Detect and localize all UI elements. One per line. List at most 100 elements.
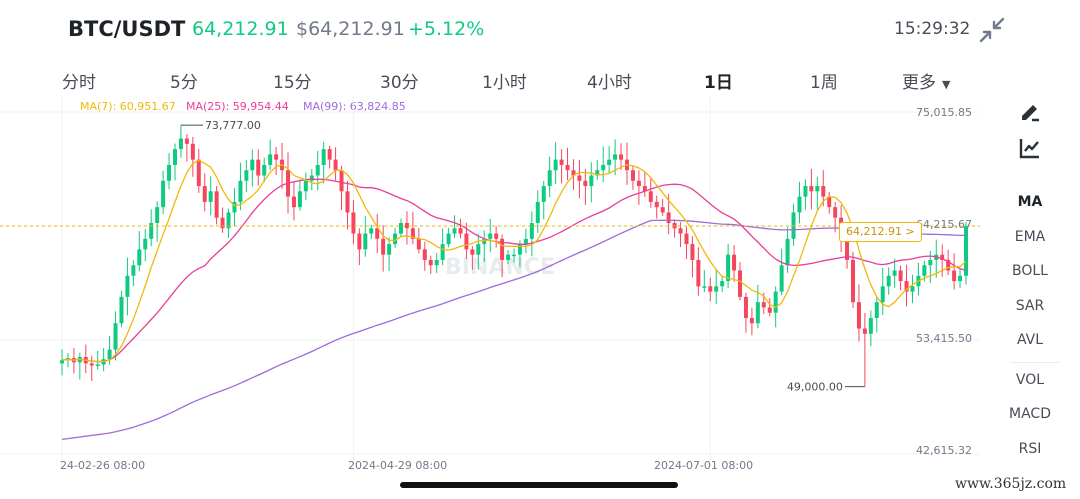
candle-body — [773, 291, 778, 313]
indicator-divider — [1010, 362, 1060, 363]
tab-1d[interactable]: 1日 — [704, 73, 733, 93]
candle-body — [892, 270, 897, 276]
candle-body — [541, 186, 546, 202]
draw-pen-icon[interactable] — [1018, 100, 1042, 124]
candle-body — [868, 317, 873, 334]
candle-body — [303, 180, 308, 192]
candle-body — [375, 228, 380, 239]
candle-body — [702, 286, 707, 288]
candle-body — [369, 228, 374, 234]
candle-body — [851, 259, 855, 303]
indicator-macd[interactable]: MACD — [1009, 406, 1051, 422]
indicator-boll[interactable]: BOLL — [1012, 263, 1048, 279]
candle-body — [482, 238, 487, 245]
candle-body — [743, 296, 748, 318]
candle-body — [89, 363, 94, 366]
candle-body — [577, 175, 582, 181]
candle-body — [297, 191, 302, 208]
ma7-legend: MA(7): 60,951.67 — [80, 100, 176, 113]
tab-time-share[interactable]: 分时 — [62, 73, 96, 93]
candle-body — [387, 244, 392, 255]
date-tick: 24-02-26 08:00 — [60, 459, 146, 472]
high-price-label: 73,777.00 — [205, 119, 261, 132]
candle-body — [196, 159, 201, 187]
candle-body — [845, 233, 850, 260]
candle-body — [535, 201, 540, 223]
candle-body — [238, 180, 243, 202]
candle-body — [178, 138, 183, 150]
candle-body — [690, 244, 695, 260]
candle-body — [113, 323, 118, 350]
price-tick: 64,215.67 — [916, 218, 972, 231]
candle-body — [601, 164, 606, 171]
price-tick: 42,615.32 — [916, 444, 972, 457]
candle-body — [523, 238, 528, 245]
tab-more[interactable]: 更多 ▼ — [902, 68, 950, 93]
trading-pair[interactable]: BTC/USDT — [68, 17, 186, 41]
low-price-label: 49,000.00 — [787, 381, 843, 394]
candle-body — [440, 244, 445, 260]
candle-body — [410, 228, 415, 239]
candle-body — [654, 201, 659, 208]
candle-body — [642, 186, 647, 192]
tab-15m[interactable]: 15分 — [273, 73, 312, 93]
indicator-vol[interactable]: VOL — [1015, 372, 1045, 388]
candlestick-chart[interactable]: BINANCE 73,777.00 49,000.00 — [0, 96, 980, 476]
candle-body — [143, 238, 148, 250]
candle-body — [125, 275, 130, 297]
tab-4h[interactable]: 4小时 — [587, 73, 632, 93]
candle-body — [208, 191, 213, 202]
candle-body — [202, 186, 207, 202]
collapse-arrows-icon[interactable] — [978, 16, 1006, 44]
home-indicator[interactable] — [400, 482, 678, 488]
candle-body — [749, 317, 754, 324]
candle-body — [732, 254, 737, 271]
indicator-rsi[interactable]: RSI — [1018, 441, 1042, 457]
indicator-chart-icon[interactable] — [1018, 136, 1042, 160]
candle-body — [779, 265, 784, 292]
tab-1h[interactable]: 1小时 — [482, 73, 527, 93]
candle-body — [149, 222, 154, 239]
indicator-ma[interactable]: MA — [1017, 194, 1043, 210]
candle-body — [327, 149, 332, 160]
candle-body — [262, 164, 267, 176]
candle-body — [964, 226, 968, 276]
candle-body — [268, 154, 273, 165]
candle-body — [589, 175, 594, 187]
candle-body — [226, 212, 231, 229]
indicator-sar[interactable]: SAR — [1015, 298, 1045, 314]
candle-body — [755, 302, 760, 324]
indicator-avl[interactable]: AVL — [1016, 332, 1044, 348]
candle-body — [351, 212, 356, 234]
candle-body — [696, 259, 701, 287]
current-price-bubble[interactable]: 64,212.91 > — [839, 222, 922, 242]
price-change-percent: +5.12% — [408, 18, 485, 40]
candle-body — [399, 222, 403, 234]
tab-5m[interactable]: 5分 — [170, 73, 198, 93]
binance-watermark: BINANCE — [445, 255, 555, 280]
indicator-ema[interactable]: EMA — [1014, 229, 1046, 245]
candle-body — [345, 191, 350, 213]
date-tick: 2024-04-29 08:00 — [348, 459, 448, 472]
candle-body — [363, 233, 368, 250]
candle-body — [167, 164, 172, 181]
tab-1w[interactable]: 1周 — [810, 73, 838, 93]
tab-more-label: 更多 — [902, 73, 936, 93]
candle-body — [60, 360, 64, 364]
candle-body — [856, 302, 861, 329]
candle-body — [173, 149, 177, 165]
candle-body — [595, 170, 600, 176]
candle-body — [880, 286, 885, 303]
candle-body — [321, 149, 326, 165]
candle-body — [404, 222, 409, 229]
candle-body — [333, 159, 338, 171]
tab-30m[interactable]: 30分 — [380, 73, 419, 93]
candle-body — [952, 270, 957, 282]
site-watermark: www.365jz.com — [955, 476, 1067, 492]
candle-body — [660, 207, 665, 213]
candle-body — [666, 212, 671, 223]
usd-price: $64,212.91 — [296, 18, 405, 40]
last-price: 64,212.91 — [192, 18, 289, 40]
ma25-line — [61, 178, 967, 363]
candle-body — [256, 159, 261, 176]
